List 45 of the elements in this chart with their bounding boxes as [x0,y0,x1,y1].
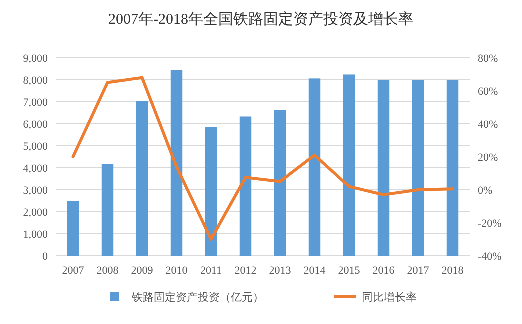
y2-tick-label: 20% [478,152,498,164]
x-tick-label: 2018 [442,265,464,277]
y-tick-label: 2,000 [23,207,48,219]
y-tick-label: 6,000 [23,119,48,131]
legend-label: 铁路固定资产投资（亿元） [131,291,264,304]
x-tick-label: 2010 [166,265,188,277]
y-tick-label: 0 [42,251,48,263]
chart-title: 2007年-2018年全国铁路固定资产投资及增长率 [108,11,414,28]
bar [67,201,80,256]
bar [205,127,218,256]
bar [446,80,459,256]
line-series [72,76,454,241]
x-tick-label: 2016 [372,265,396,277]
bar [343,74,356,256]
y2-tick-label: -20% [478,218,502,230]
x-tick-label: 2017 [407,265,430,277]
bar [240,116,252,256]
bar [308,78,321,256]
x-tick-label: 2008 [96,265,120,277]
x-tick-label: 2014 [304,265,326,277]
bar [102,164,114,256]
x-tick-label: 2013 [269,265,292,277]
y-tick-label: 1,000 [23,229,48,241]
y-tick-label: 7,000 [23,97,48,109]
x-tick-label: 2007 [62,265,85,277]
y2-tick-label: 60% [478,86,498,98]
bar [412,80,424,256]
bar [136,101,148,256]
bar [274,110,286,256]
y2-tick-label: 0% [478,185,493,197]
x-tick-label: 2012 [234,265,257,277]
y2-tick-label: 40% [478,119,498,131]
y2-tick-label: -40% [478,251,502,263]
x-tick-label: 2011 [200,265,222,277]
x-tick-label: 2015 [338,265,361,277]
x-tick-label: 2009 [131,265,154,277]
y-tick-label: 3,000 [23,185,48,197]
y-tick-label: 4,000 [23,163,48,175]
bar [170,70,183,256]
legend-label: 同比增长率 [362,291,417,304]
bar [378,80,390,256]
y-tick-label: 8,000 [23,75,48,87]
y-tick-label: 9,000 [23,53,48,65]
y-tick-label: 5,000 [23,141,48,153]
y2-tick-label: 80% [478,53,498,65]
